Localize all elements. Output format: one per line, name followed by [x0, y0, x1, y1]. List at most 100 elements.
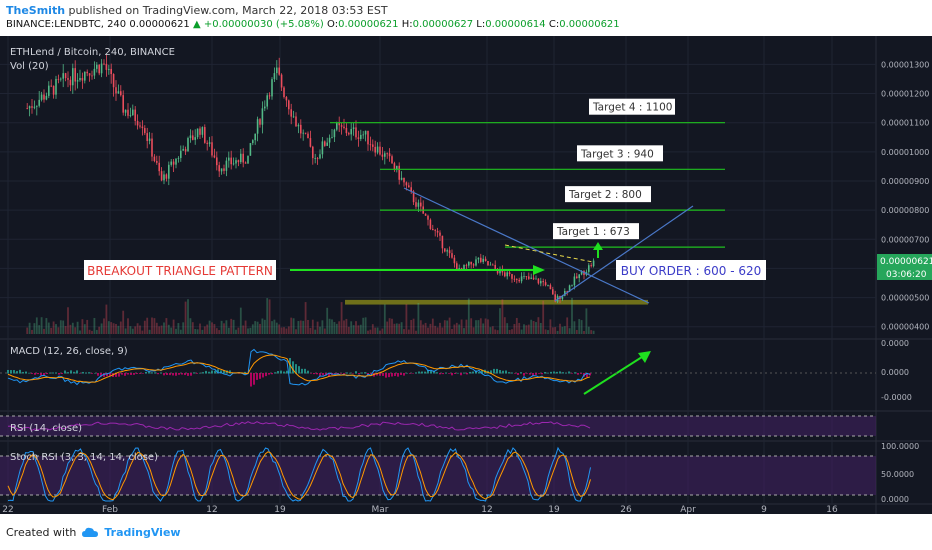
- candle-body: [453, 257, 456, 264]
- candle-body: [120, 91, 122, 96]
- chart-frame[interactable]: Target 1 : 673 Target 2 : 800 Target 3 : 9…: [0, 36, 932, 514]
- main-legend[interactable]: ETHLend / Bitcoin, 240, BINANCE: [10, 47, 175, 58]
- macd-histogram-bar: [208, 371, 210, 374]
- volume-bar: [328, 318, 331, 334]
- macd-pane: [0, 348, 876, 387]
- macd-histogram-bar: [166, 373, 168, 376]
- macd-histogram-bar: [67, 372, 69, 374]
- candle-body: [492, 264, 494, 266]
- volume-bar: [405, 304, 408, 334]
- macd-histogram-bar: [529, 373, 531, 375]
- volume-bar: [242, 325, 245, 334]
- macd-histogram-bar: [295, 364, 297, 374]
- volume-bar: [167, 324, 170, 334]
- candle-body: [163, 174, 165, 181]
- candle-body: [480, 257, 482, 262]
- candle-body: [242, 153, 244, 163]
- candle-body: [590, 265, 592, 267]
- macd-histogram-bar: [568, 371, 570, 374]
- target-label: Target 1 : 673: [556, 226, 630, 238]
- candle-body: [218, 165, 220, 172]
- candle-body: [542, 281, 544, 283]
- stoch-legend[interactable]: Stoch RSI (3, 3, 14, 14, close): [10, 452, 158, 463]
- candle-body: [278, 67, 280, 75]
- volume-bar: [496, 330, 499, 334]
- volume-bar: [477, 320, 480, 334]
- candle-body: [91, 75, 93, 77]
- trading-chart[interactable]: Target 1 : 673 Target 2 : 800 Target 3 : 9…: [0, 36, 932, 514]
- macd-histogram-bar: [136, 373, 138, 374]
- candle-body: [67, 78, 69, 80]
- volume-bar: [110, 322, 113, 334]
- macd-histogram-bar: [406, 372, 408, 374]
- macd-histogram-bar: [28, 372, 30, 374]
- volume-bar: [357, 325, 360, 334]
- macd-histogram-bar: [388, 373, 390, 378]
- volume-bar: [139, 325, 141, 334]
- macd-histogram-bar: [124, 373, 126, 376]
- volume-bar: [79, 330, 81, 334]
- candle-body: [160, 171, 163, 181]
- author-name[interactable]: TheSmith: [6, 4, 66, 17]
- candle-body: [388, 153, 391, 157]
- candle-body: [465, 264, 468, 266]
- volume-bar: [367, 330, 369, 334]
- macd-histogram-bar: [415, 372, 417, 374]
- candle-body: [304, 132, 307, 134]
- macd-histogram-bar: [577, 373, 579, 375]
- macd-histogram-bar: [244, 371, 246, 374]
- volume-bar: [266, 298, 269, 334]
- candle-body: [528, 276, 530, 279]
- macd-histogram-bar: [10, 370, 12, 374]
- macd-legend[interactable]: MACD (12, 26, close, 9): [10, 346, 128, 357]
- macd-histogram-bar: [139, 373, 141, 374]
- stoch-k-line: [7, 446, 591, 502]
- candle-body: [151, 138, 153, 157]
- volume-bar: [148, 329, 151, 334]
- candle-body: [336, 123, 338, 130]
- candle-body: [254, 133, 256, 141]
- macd-histogram-bar: [187, 373, 189, 376]
- volume-bar: [407, 329, 410, 334]
- volume-bar: [211, 322, 213, 334]
- candle-body: [292, 116, 295, 118]
- candle-body: [235, 160, 237, 164]
- candle-body: [415, 202, 417, 207]
- volume-bar: [35, 317, 38, 334]
- price-axis[interactable]: 0.00001300 0.00001200 0.00001100 0.00001000…: [881, 60, 929, 504]
- candle-body: [352, 127, 355, 130]
- macd-histogram-bar: [418, 371, 420, 374]
- price-tick-label: 0.00000700: [881, 235, 929, 244]
- rsi-pane: [0, 415, 876, 437]
- candle-body: [170, 161, 172, 165]
- macd-histogram-bar: [16, 371, 18, 374]
- macd-histogram-bar: [100, 373, 102, 377]
- tradingview-brand[interactable]: TradingView: [104, 526, 181, 539]
- volume-bar: [554, 327, 557, 334]
- macd-histogram-bar: [493, 368, 495, 374]
- candle-body: [165, 174, 168, 179]
- candle-body: [132, 109, 134, 116]
- volume-bar: [439, 322, 441, 334]
- rsi-legend[interactable]: RSI (14, close): [10, 423, 82, 434]
- time-axis[interactable]: 22 Feb 12 19 Mar 12 19 26 Apr 9 16: [2, 505, 838, 514]
- signal-line: [7, 354, 591, 383]
- candle-body: [309, 138, 312, 147]
- macd-histogram-bar: [22, 371, 24, 374]
- macd-histogram-bar: [544, 372, 546, 374]
- candle-body: [127, 109, 129, 116]
- low-value: 0.00000614: [485, 19, 546, 30]
- volume-legend[interactable]: Vol (20): [10, 61, 49, 72]
- tradingview-cloud-icon: [82, 527, 99, 537]
- volume-bar: [535, 322, 537, 334]
- macd-histogram-bar: [127, 373, 129, 375]
- candle-body: [139, 125, 141, 127]
- candle-body: [340, 125, 343, 127]
- macd-histogram-bar: [274, 372, 276, 374]
- candle-body: [244, 162, 247, 164]
- macd-histogram-bar: [76, 370, 78, 374]
- candle-body: [201, 127, 204, 135]
- volume-bar: [201, 329, 204, 334]
- candle-body: [208, 142, 211, 144]
- candle-body: [571, 285, 573, 287]
